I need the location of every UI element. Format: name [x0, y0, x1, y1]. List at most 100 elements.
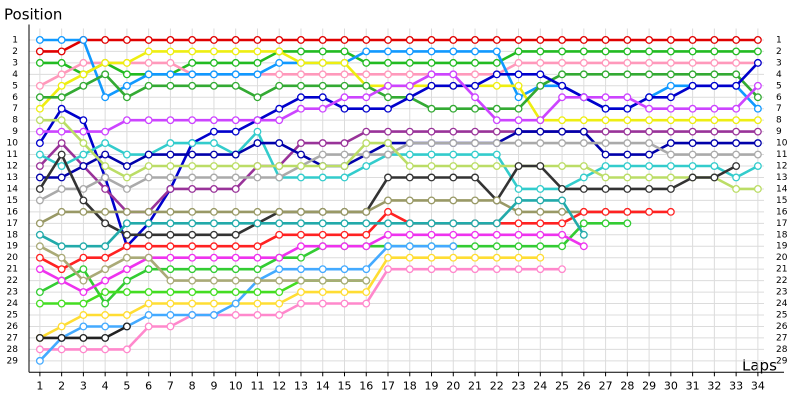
point [710, 104, 719, 113]
y-tick-label-right: 22 [776, 276, 787, 286]
series-line [39, 73, 759, 110]
point [79, 139, 88, 148]
point [144, 116, 153, 125]
point [231, 299, 240, 308]
point [297, 93, 305, 102]
point [384, 81, 392, 90]
point [231, 253, 240, 262]
point [79, 333, 88, 342]
y-tick-label-right: 23 [776, 288, 787, 298]
point [275, 219, 284, 228]
point [753, 93, 762, 102]
point [666, 47, 675, 56]
point [231, 127, 240, 136]
x-tick-label: 26 [577, 379, 591, 392]
point [209, 207, 218, 216]
point [732, 127, 741, 136]
point [231, 81, 240, 90]
point [514, 81, 523, 90]
point [275, 104, 284, 113]
point [471, 150, 479, 159]
point [362, 58, 371, 67]
point [122, 322, 131, 331]
point [579, 139, 588, 148]
point [318, 139, 327, 148]
point [209, 70, 218, 79]
point [340, 58, 349, 67]
y-tick-label-right: 24 [776, 299, 788, 309]
point [405, 150, 414, 159]
point [340, 299, 349, 308]
point [384, 70, 392, 79]
point [623, 207, 632, 216]
point [645, 70, 654, 79]
point [101, 276, 110, 285]
point [362, 299, 371, 308]
x-tick-label: 34 [751, 379, 765, 392]
point [253, 127, 262, 136]
point [318, 36, 327, 44]
point [536, 47, 545, 56]
y-tick-label: 21 [7, 265, 18, 275]
point [732, 116, 741, 125]
point [188, 184, 197, 193]
point [732, 58, 741, 67]
y-tick-label-right: 25 [776, 311, 787, 321]
point [318, 58, 327, 67]
series-line [39, 245, 367, 282]
point [753, 47, 762, 56]
point [340, 162, 349, 170]
point [297, 162, 305, 170]
point [449, 81, 458, 90]
point [601, 58, 610, 67]
point [57, 299, 66, 308]
point [362, 36, 371, 44]
point [253, 242, 262, 251]
point [122, 93, 131, 102]
point [514, 70, 523, 79]
point [35, 104, 44, 113]
point [427, 162, 436, 170]
point [471, 127, 479, 136]
point [209, 288, 218, 297]
point [514, 207, 523, 216]
point [35, 116, 44, 125]
point [166, 184, 175, 193]
point [514, 93, 523, 102]
point [688, 81, 697, 90]
point [514, 265, 523, 274]
y-tick-label: 2 [12, 47, 18, 57]
point [427, 139, 436, 148]
point [427, 70, 436, 79]
point [275, 162, 284, 170]
point [231, 47, 240, 56]
point [514, 253, 523, 262]
point [492, 230, 501, 239]
point [122, 345, 131, 354]
point [623, 150, 632, 159]
y-tick-label-right: 28 [776, 345, 788, 355]
point [144, 265, 153, 274]
point [35, 253, 44, 262]
point [579, 173, 588, 182]
y-tick-label-right: 8 [776, 116, 782, 126]
point [645, 36, 654, 44]
y-tick-label-right: 1 [776, 35, 782, 45]
y-tick-label-right: 18 [776, 230, 788, 240]
point [666, 58, 675, 67]
point [449, 104, 458, 113]
point [340, 139, 349, 148]
point [492, 242, 501, 251]
point [188, 173, 197, 182]
point [514, 162, 523, 170]
point [384, 173, 392, 182]
point [144, 253, 153, 262]
point [35, 81, 44, 90]
point [688, 116, 697, 125]
point [362, 139, 371, 148]
point [688, 139, 697, 148]
x-tick-label: 33 [729, 379, 743, 392]
point [57, 127, 66, 136]
point [318, 70, 327, 79]
point [601, 162, 610, 170]
